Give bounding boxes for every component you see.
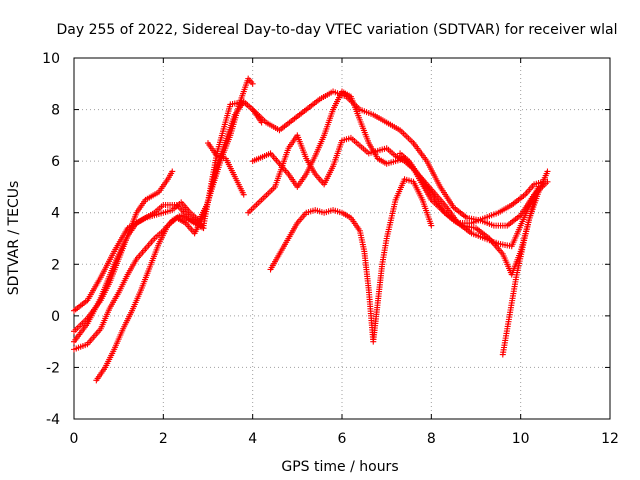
x-tick-label: 6: [338, 431, 347, 447]
x-tick-label: 10: [512, 431, 530, 447]
data-point: [169, 168, 176, 175]
x-tick-label: 2: [159, 431, 168, 447]
y-tick-label: 6: [51, 154, 60, 170]
series-track-f: [205, 140, 247, 198]
series-track-e: [93, 75, 256, 384]
data-point: [249, 80, 256, 87]
x-tick-label: 12: [601, 431, 619, 447]
y-tick-label: 0: [51, 309, 60, 325]
series-track-j: [397, 150, 551, 278]
data-marks: [71, 75, 551, 384]
tick-labels: 0 2 4 6 8 10 12 -4 -2 0 2 4 6 8 10: [42, 51, 619, 447]
y-tick-label: 10: [42, 51, 60, 67]
data-point: [428, 222, 435, 229]
x-tick-label: 4: [248, 431, 257, 447]
series-track-a: [71, 98, 265, 314]
series-track-k: [499, 183, 542, 358]
data-point: [544, 168, 551, 175]
data-point: [535, 183, 542, 190]
y-tick-label: 8: [51, 103, 60, 119]
chart-title: Day 255 of 2022, Sidereal Day-to-day VTE…: [56, 22, 617, 38]
y-tick-label: 2: [51, 257, 60, 273]
y-tick-label: 4: [51, 206, 60, 222]
x-tick-label: 0: [70, 431, 79, 447]
series-track-d: [71, 212, 207, 353]
x-axis-label: GPS time / hours: [281, 459, 398, 475]
x-tick-label: 8: [427, 431, 436, 447]
y-tick-label: -4: [46, 412, 60, 428]
data-point: [200, 225, 207, 232]
y-axis-label: SDTVAR / TECUs: [6, 181, 22, 296]
y-tick-label: -2: [46, 360, 60, 376]
axis-ticks: [73, 57, 611, 420]
series-track-i: [267, 176, 435, 345]
series-track-h: [249, 88, 542, 250]
data-point: [240, 191, 247, 198]
